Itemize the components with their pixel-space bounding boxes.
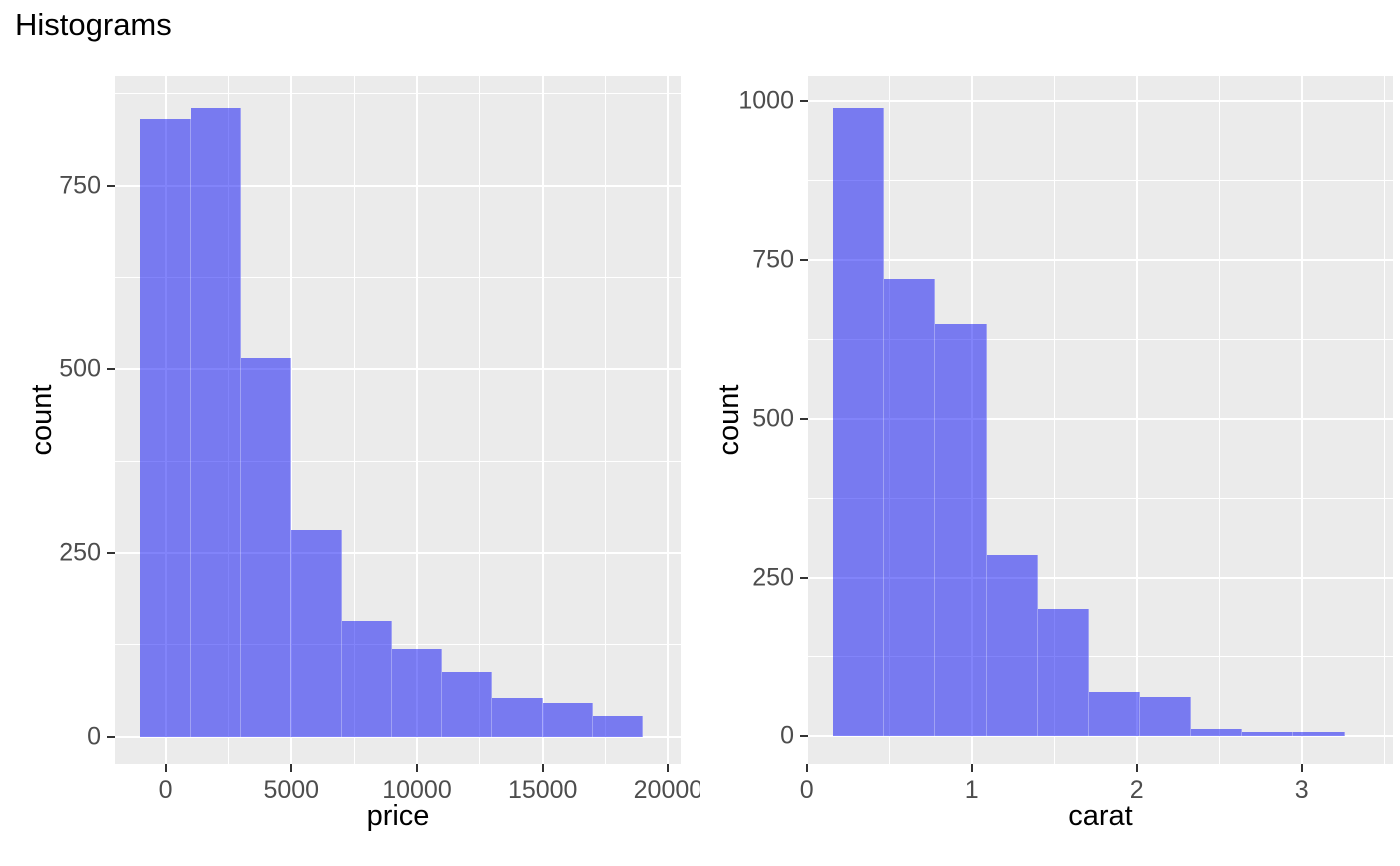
histogram-bar <box>190 108 241 737</box>
y-tick-label: 1000 <box>738 86 794 115</box>
histogram-bar <box>1293 731 1345 737</box>
y-tick <box>107 184 115 187</box>
x-tick-label: 0 <box>158 776 173 804</box>
y-tick <box>800 417 808 420</box>
gridline-major-horizontal <box>808 576 1393 579</box>
gridline-major-horizontal <box>808 259 1393 262</box>
histogram-bar <box>1191 729 1243 737</box>
y-tick-label: 0 <box>87 722 101 751</box>
histogram-bar <box>341 621 392 737</box>
gridline-minor-horizontal <box>808 338 1393 340</box>
histogram-bar <box>986 555 1038 737</box>
histogram-bar <box>542 702 593 737</box>
x-tick <box>415 764 418 772</box>
gridline-minor-horizontal <box>808 497 1393 499</box>
x-tick <box>541 764 544 772</box>
x-tick <box>667 764 670 772</box>
histogram-bar <box>935 323 987 737</box>
gridline-major-vertical <box>1135 76 1138 764</box>
y-tick-label: 0 <box>780 721 794 750</box>
y-axis-title: count <box>26 384 58 456</box>
plot-panel <box>808 76 1393 764</box>
gridline-major-horizontal <box>115 735 681 738</box>
x-tick-label: 5000 <box>263 776 320 804</box>
gridline-minor-vertical <box>479 76 481 764</box>
x-tick-label: 0 <box>799 776 814 804</box>
x-axis-title: carat <box>1068 800 1133 832</box>
y-tick <box>107 552 115 555</box>
x-tick-label: 3 <box>1294 776 1309 804</box>
x-tick-label: 10000 <box>382 776 452 804</box>
histogram-bar <box>291 529 342 737</box>
x-tick <box>1300 764 1303 772</box>
gridline-minor-vertical <box>1053 76 1055 764</box>
y-tick-label: 750 <box>752 245 794 274</box>
y-tick-label: 750 <box>59 170 101 199</box>
x-tick-label: 20000 <box>633 776 700 804</box>
y-tick-label: 250 <box>752 562 794 591</box>
gridline-minor-horizontal <box>115 276 681 278</box>
plot-price-histogram: 0 5000 10000 15000 20000 0 250 500 750 price count <box>26 76 700 832</box>
y-tick <box>107 735 115 738</box>
y-tick-label: 500 <box>752 404 794 433</box>
gridline-minor-horizontal <box>115 460 681 462</box>
gridline-major-horizontal <box>808 735 1393 738</box>
x-tick-label: 15000 <box>507 776 578 804</box>
gridline-major-vertical <box>1300 76 1303 764</box>
x-tick-label: 2 <box>1129 776 1144 804</box>
gridline-minor-vertical <box>1383 76 1385 764</box>
gridline-minor-vertical <box>605 76 607 764</box>
histogram-bar <box>833 108 885 737</box>
histogram-bar <box>884 279 936 737</box>
y-tick <box>800 100 808 103</box>
x-axis-title: price <box>366 800 430 832</box>
histogram-bar <box>1242 731 1294 737</box>
x-tick-label: 1 <box>964 776 979 804</box>
gridline-major-vertical <box>541 76 544 764</box>
gridline-minor-horizontal <box>115 644 681 646</box>
histogram-bar <box>391 649 443 737</box>
y-tick-label: 250 <box>59 538 101 567</box>
gridline-major-vertical <box>290 76 293 764</box>
gridline-major-horizontal <box>808 417 1393 420</box>
y-tick <box>800 259 808 262</box>
gridline-minor-horizontal <box>115 93 681 95</box>
figure-title: Histograms <box>15 7 172 42</box>
histogram-bar <box>592 716 644 737</box>
y-tick <box>800 735 808 738</box>
gridline-minor-vertical <box>353 76 355 764</box>
histogram-bar <box>492 697 543 737</box>
y-tick <box>107 368 115 371</box>
gridline-major-vertical <box>415 76 418 764</box>
histogram-bar <box>140 119 191 737</box>
y-axis-title: count <box>713 384 745 456</box>
histogram-bar <box>442 672 493 737</box>
x-tick <box>805 764 808 772</box>
histogram-bar <box>1140 696 1192 737</box>
plot-panel <box>115 76 681 764</box>
x-tick <box>290 764 293 772</box>
x-tick <box>970 764 973 772</box>
gridline-major-vertical <box>667 76 670 764</box>
y-tick-label: 500 <box>59 354 101 383</box>
x-tick <box>1135 764 1138 772</box>
gridline-minor-horizontal <box>808 656 1393 658</box>
gridline-major-horizontal <box>115 552 681 555</box>
gridline-major-horizontal <box>115 368 681 371</box>
histogram-bar <box>1088 691 1141 737</box>
y-tick <box>800 576 808 579</box>
gridline-minor-vertical <box>1218 76 1220 764</box>
gridline-minor-horizontal <box>808 180 1393 182</box>
gridline-major-horizontal <box>115 184 681 187</box>
histogram-bar <box>1037 609 1089 737</box>
plot-carat-histogram: 0 1 2 3 0 250 500 750 1000 carat count <box>700 0 1400 866</box>
histogram-bar <box>240 358 292 737</box>
x-tick <box>164 764 167 772</box>
gridline-major-horizontal <box>808 100 1393 103</box>
